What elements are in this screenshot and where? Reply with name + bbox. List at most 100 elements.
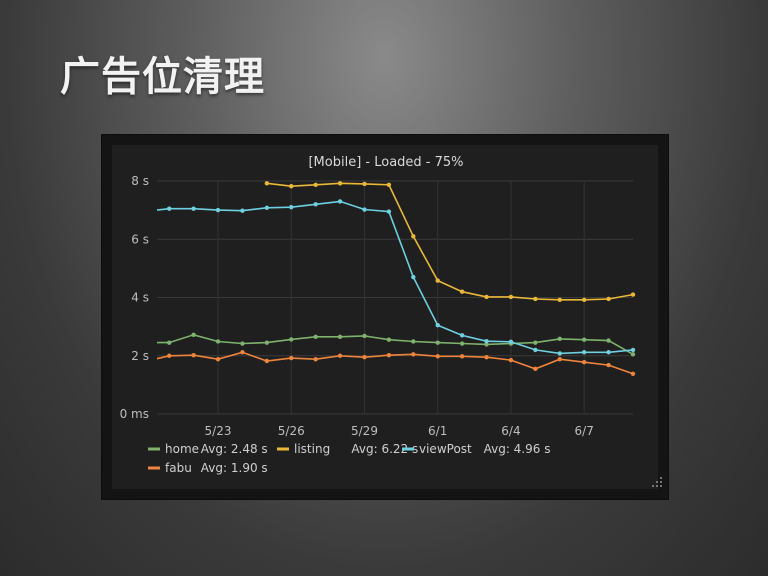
data-point-fabu[interactable] bbox=[411, 352, 416, 357]
data-point-home[interactable] bbox=[337, 334, 343, 340]
data-point-listing[interactable] bbox=[508, 294, 514, 300]
series-listing bbox=[264, 181, 636, 303]
legend-series-name: home bbox=[165, 442, 199, 456]
series-line-listing bbox=[266, 182, 634, 301]
data-point-viewPost[interactable] bbox=[240, 208, 245, 213]
data-point-fabu[interactable] bbox=[191, 352, 196, 358]
data-point-listing[interactable] bbox=[313, 182, 318, 187]
legend-avg-value: Avg: 4.96 s bbox=[484, 442, 551, 456]
series-fabu bbox=[156, 350, 636, 377]
data-point-home[interactable] bbox=[362, 333, 367, 339]
legend-series-name: fabu bbox=[165, 461, 192, 475]
data-point-home[interactable] bbox=[606, 338, 611, 343]
legend-item-fabu[interactable]: fabu Avg: 1.90 s bbox=[148, 461, 268, 475]
data-point-home[interactable] bbox=[240, 341, 245, 346]
x-tick-label: 5/26 bbox=[278, 424, 305, 438]
data-point-viewPost[interactable] bbox=[362, 207, 367, 212]
data-point-fabu[interactable] bbox=[435, 354, 440, 359]
data-point-viewPost[interactable] bbox=[484, 338, 489, 344]
data-point-listing[interactable] bbox=[606, 296, 611, 302]
data-point-listing[interactable] bbox=[533, 296, 538, 302]
x-tick-label: 6/1 bbox=[428, 424, 447, 438]
data-point-fabu[interactable] bbox=[581, 359, 587, 365]
data-point-fabu[interactable] bbox=[459, 354, 465, 359]
data-point-viewPost[interactable] bbox=[386, 209, 392, 214]
data-point-listing[interactable] bbox=[411, 234, 416, 239]
data-point-viewPost[interactable] bbox=[191, 206, 196, 211]
data-point-home[interactable] bbox=[484, 342, 489, 347]
data-point-viewPost[interactable] bbox=[533, 347, 538, 353]
data-point-fabu[interactable] bbox=[264, 358, 270, 364]
data-point-viewPost[interactable] bbox=[630, 347, 636, 353]
data-point-fabu[interactable] bbox=[362, 355, 367, 360]
data-point-viewPost[interactable] bbox=[508, 339, 514, 344]
data-point-fabu[interactable] bbox=[313, 357, 318, 362]
data-point-viewPost[interactable] bbox=[167, 206, 172, 211]
data-point-fabu[interactable] bbox=[508, 357, 514, 363]
data-point-home[interactable] bbox=[411, 339, 416, 344]
data-point-fabu[interactable] bbox=[289, 355, 294, 361]
data-point-viewPost[interactable] bbox=[459, 333, 465, 338]
legend-item-home[interactable]: home Avg: 2.48 s bbox=[148, 442, 268, 456]
data-point-home[interactable] bbox=[533, 340, 538, 345]
data-point-fabu[interactable] bbox=[337, 353, 343, 358]
x-tick-label: 5/23 bbox=[205, 424, 232, 438]
data-point-viewPost[interactable] bbox=[264, 205, 270, 210]
data-point-fabu[interactable] bbox=[215, 357, 221, 362]
data-point-listing[interactable] bbox=[557, 297, 562, 303]
data-point-home[interactable] bbox=[557, 336, 562, 342]
data-point-home[interactable] bbox=[215, 339, 221, 344]
axis-layer: 0 ms 2 s 4 s 6 s 8 s 5/23 5/26 5/29 6/1 6/4 6/7 bbox=[120, 174, 594, 438]
data-point-viewPost[interactable] bbox=[606, 350, 611, 355]
chart-panel-inner bbox=[112, 145, 658, 489]
data-point-home[interactable] bbox=[167, 340, 172, 345]
resize-handle-icon[interactable] bbox=[652, 477, 662, 487]
data-point-home[interactable] bbox=[581, 337, 587, 342]
data-point-home[interactable] bbox=[289, 337, 294, 342]
y-tick-label: 4 s bbox=[131, 291, 149, 305]
data-point-listing[interactable] bbox=[386, 182, 392, 187]
data-point-viewPost[interactable] bbox=[435, 322, 440, 328]
grid-layer bbox=[157, 180, 633, 415]
y-tick-label: 6 s bbox=[131, 232, 149, 246]
legend-avg-value: Avg: 2.48 s bbox=[201, 442, 268, 456]
data-point-home[interactable] bbox=[191, 332, 196, 337]
data-point-viewPost[interactable] bbox=[289, 205, 294, 210]
data-point-home[interactable] bbox=[630, 352, 636, 357]
data-point-viewPost[interactable] bbox=[215, 207, 221, 213]
data-point-viewPost[interactable] bbox=[411, 274, 416, 280]
data-point-home[interactable] bbox=[313, 334, 318, 340]
data-point-listing[interactable] bbox=[362, 181, 367, 187]
data-point-home[interactable] bbox=[386, 337, 392, 342]
data-point-fabu[interactable] bbox=[557, 357, 562, 362]
data-point-viewPost[interactable] bbox=[337, 199, 343, 204]
data-point-viewPost[interactable] bbox=[313, 202, 318, 207]
chart-title: [Mobile] - Loaded - 75% bbox=[308, 155, 463, 170]
data-point-listing[interactable] bbox=[264, 181, 270, 186]
data-point-listing[interactable] bbox=[435, 278, 440, 283]
data-point-listing[interactable] bbox=[581, 297, 587, 303]
data-point-viewPost[interactable] bbox=[581, 350, 587, 355]
series-viewPost bbox=[156, 199, 636, 356]
data-point-fabu[interactable] bbox=[386, 352, 392, 358]
data-point-fabu[interactable] bbox=[606, 362, 611, 368]
data-point-listing[interactable] bbox=[289, 184, 294, 189]
data-point-viewPost[interactable] bbox=[557, 351, 562, 356]
data-point-listing[interactable] bbox=[459, 289, 465, 294]
data-point-fabu[interactable] bbox=[484, 355, 489, 360]
data-point-home[interactable] bbox=[459, 341, 465, 346]
data-point-home[interactable] bbox=[264, 340, 270, 345]
chart-panel: [Mobile] - Loaded - 75% 0 ms 2 s 4 s 6 s 8 s… bbox=[101, 134, 669, 500]
legend-item-listing[interactable]: listing Avg: 6.22 s bbox=[277, 442, 418, 456]
data-point-listing[interactable] bbox=[630, 292, 636, 297]
data-point-fabu[interactable] bbox=[167, 353, 172, 358]
data-point-fabu[interactable] bbox=[240, 350, 245, 355]
data-point-home[interactable] bbox=[435, 340, 440, 345]
data-point-fabu[interactable] bbox=[630, 371, 636, 377]
legend-item-viewPost[interactable]: viewPost Avg: 4.96 s bbox=[402, 442, 550, 456]
data-point-fabu[interactable] bbox=[533, 366, 538, 372]
series-line-viewPost bbox=[156, 200, 634, 355]
data-point-listing[interactable] bbox=[484, 294, 489, 300]
data-point-listing[interactable] bbox=[337, 181, 343, 186]
series-layer bbox=[156, 181, 636, 377]
